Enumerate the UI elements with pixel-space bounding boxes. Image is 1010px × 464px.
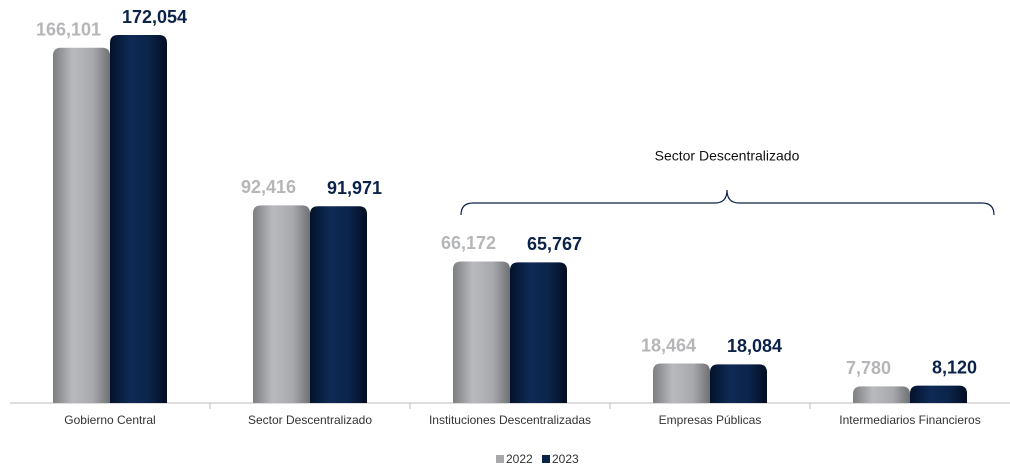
- x-tick-label: Sector Descentralizado: [248, 413, 372, 427]
- x-tick-label: Empresas Públicas: [659, 413, 762, 427]
- legend-label: 2023: [552, 452, 579, 464]
- bar: [853, 386, 910, 403]
- value-label: 91,971: [327, 178, 382, 198]
- value-label: 172,054: [122, 7, 187, 27]
- legend-swatch: [496, 455, 504, 463]
- bar: [253, 205, 310, 403]
- x-tick-label: Instituciones Descentralizadas: [429, 413, 591, 427]
- value-label: 18,084: [727, 336, 782, 356]
- x-tick-label: Intermediarios Financieros: [839, 413, 980, 427]
- x-tick-label: Gobierno Central: [64, 413, 155, 427]
- value-label: 18,464: [641, 335, 696, 355]
- bar: [110, 35, 167, 403]
- legend-swatch: [542, 455, 550, 463]
- bar: [910, 385, 967, 403]
- value-label: 92,416: [241, 177, 296, 197]
- bar: [453, 261, 510, 403]
- value-label: 8,120: [932, 357, 977, 377]
- value-label: 66,172: [441, 233, 496, 253]
- bar: [653, 363, 710, 403]
- value-label: 65,767: [527, 234, 582, 254]
- bar: [53, 47, 110, 403]
- legend-label: 2022: [506, 452, 533, 464]
- value-label: 7,780: [846, 358, 891, 378]
- bar: [510, 262, 567, 403]
- bar: [310, 206, 367, 403]
- value-label: 166,101: [36, 19, 101, 39]
- bar: [710, 364, 767, 403]
- annotation: Sector Descentralizado: [655, 148, 800, 164]
- brace: [460, 189, 995, 216]
